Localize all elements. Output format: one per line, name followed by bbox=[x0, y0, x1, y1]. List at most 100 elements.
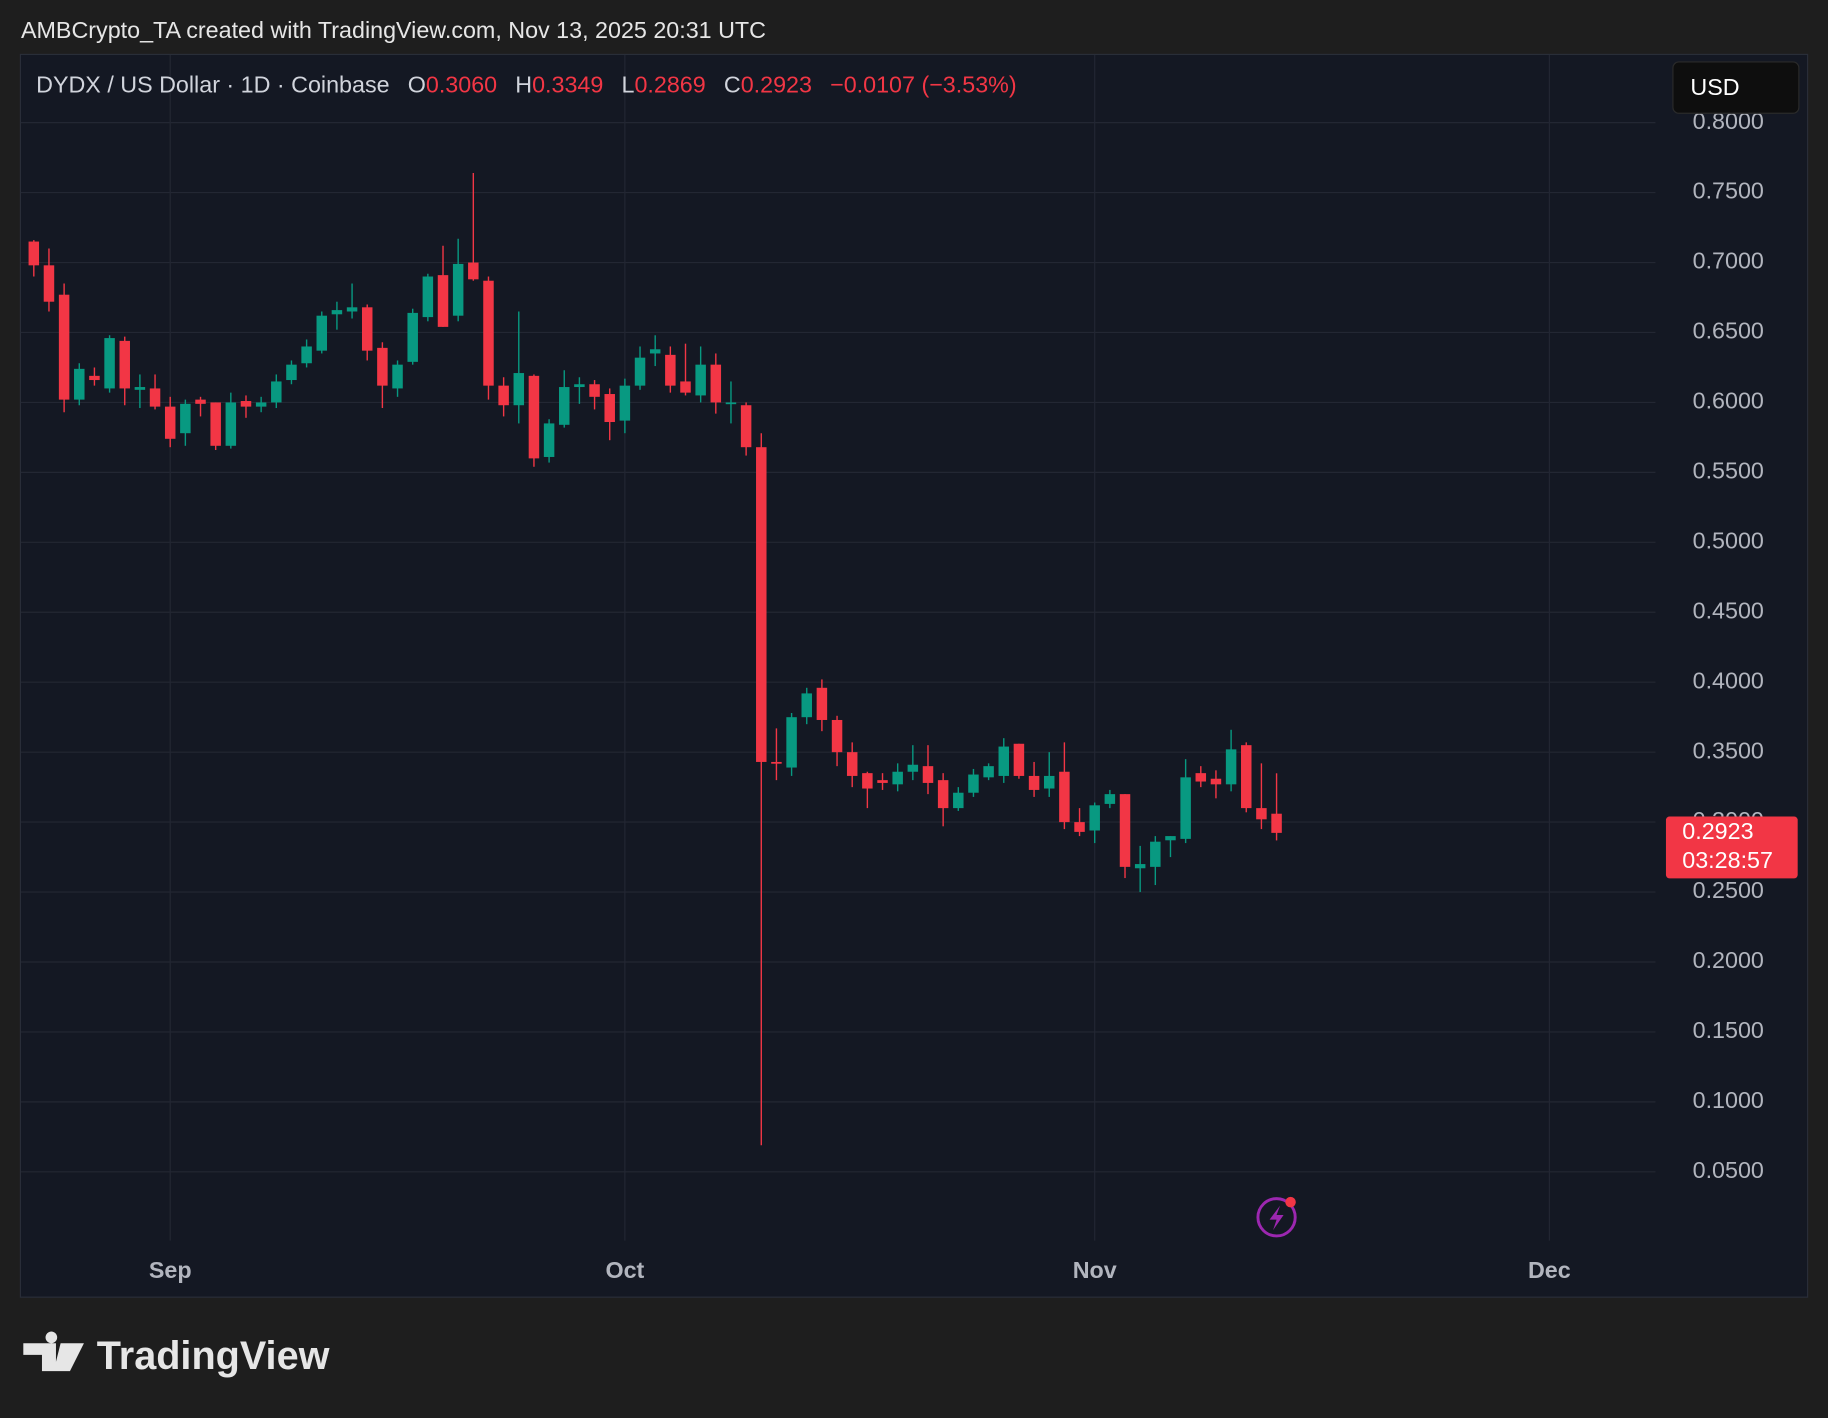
candle-body bbox=[180, 403, 191, 434]
icon-dot[interactable] bbox=[1285, 1196, 1296, 1208]
candle-body bbox=[604, 394, 615, 423]
candle-body bbox=[756, 447, 767, 762]
candle-body bbox=[725, 402, 737, 405]
y-tick-label: 0.2500 bbox=[1693, 877, 1764, 903]
candle-body bbox=[1271, 813, 1282, 833]
candles bbox=[28, 173, 1282, 1146]
candle-body bbox=[210, 402, 221, 446]
candle-body bbox=[922, 766, 934, 783]
symbol: DYDX / US Dollar · 1D · Coinbase bbox=[36, 72, 389, 98]
candle-body bbox=[361, 307, 373, 351]
candle-body bbox=[74, 368, 85, 400]
candle-body bbox=[28, 241, 40, 266]
y-tick-label: 0.1500 bbox=[1693, 1017, 1764, 1043]
candle-body bbox=[498, 385, 509, 406]
candle-body bbox=[468, 262, 479, 280]
candle-body bbox=[680, 381, 691, 393]
logo-text: TradingView bbox=[97, 1334, 330, 1378]
currency-button[interactable] bbox=[1672, 61, 1800, 114]
currency-label[interactable]: USD bbox=[1690, 74, 1739, 100]
candle-body bbox=[134, 387, 146, 390]
ohlc-label: O bbox=[408, 72, 426, 98]
y-tick-label: 0.2000 bbox=[1693, 947, 1764, 973]
price-tag-box bbox=[1665, 816, 1798, 879]
ohlc-value: 0.2923 bbox=[741, 72, 812, 98]
lightning-icon[interactable] bbox=[1256, 1196, 1297, 1238]
candle-body bbox=[528, 375, 540, 459]
candle-body bbox=[43, 265, 55, 302]
candle-body bbox=[89, 375, 100, 381]
candle-body bbox=[831, 719, 843, 753]
candle-body bbox=[1074, 822, 1085, 832]
candle-body bbox=[1059, 771, 1070, 823]
candle-body bbox=[634, 357, 646, 386]
ohlc-value: 0.3349 bbox=[532, 72, 603, 98]
candle-body bbox=[407, 312, 418, 362]
candle-body bbox=[816, 687, 828, 720]
candle-body bbox=[316, 315, 328, 351]
candle-body bbox=[437, 275, 449, 327]
candle-body bbox=[483, 280, 494, 386]
candle-body bbox=[225, 402, 237, 446]
candle-body bbox=[968, 774, 979, 793]
candle-body bbox=[1241, 745, 1252, 809]
candle-body bbox=[286, 364, 297, 381]
candle-body bbox=[346, 307, 358, 312]
candle-body bbox=[740, 405, 752, 448]
candle-body bbox=[255, 402, 267, 407]
candle-body bbox=[649, 349, 661, 354]
candle-body bbox=[559, 387, 570, 425]
candle-body bbox=[1195, 773, 1207, 782]
y-tick-label: 0.7500 bbox=[1693, 178, 1764, 204]
candle-body bbox=[1150, 841, 1161, 867]
candle-body bbox=[392, 364, 403, 389]
candle-body bbox=[331, 310, 343, 315]
candle-body bbox=[1256, 808, 1267, 820]
x-tick-label: Nov bbox=[1073, 1257, 1117, 1283]
candle-body bbox=[1043, 775, 1055, 789]
y-tick-label: 0.5000 bbox=[1693, 527, 1764, 553]
candle-body bbox=[1119, 794, 1131, 867]
candle-body bbox=[1089, 805, 1100, 831]
candle-body bbox=[695, 364, 706, 396]
icon-ring[interactable] bbox=[1256, 1197, 1297, 1238]
ohlc-value: 0.3060 bbox=[426, 72, 497, 98]
candle-body bbox=[271, 381, 282, 403]
candle-body bbox=[1104, 794, 1116, 804]
candle-body bbox=[1225, 749, 1237, 785]
x-tick-label: Sep bbox=[149, 1257, 192, 1283]
axes: 0.05000.10000.15000.20000.25000.30000.35… bbox=[149, 108, 1764, 1283]
candle-body bbox=[1165, 836, 1176, 841]
candle-body bbox=[801, 693, 812, 718]
candle-body bbox=[1180, 777, 1191, 839]
legend-header: DYDX / US Dollar · 1D · Coinbase O0.3060… bbox=[36, 72, 1016, 98]
candle-body bbox=[937, 780, 949, 809]
y-tick-label: 0.6000 bbox=[1693, 388, 1764, 414]
candle-body bbox=[665, 354, 676, 386]
candle-body bbox=[1210, 778, 1222, 785]
candle-body bbox=[877, 780, 888, 783]
candle-body bbox=[907, 764, 919, 772]
attribution: AMBCrypto_TA created with TradingView.co… bbox=[21, 17, 766, 43]
candle-body bbox=[195, 399, 206, 404]
candle-body bbox=[953, 792, 964, 809]
candle-body bbox=[240, 401, 252, 407]
y-tick-label: 0.1000 bbox=[1693, 1087, 1764, 1113]
candle-body bbox=[786, 717, 797, 768]
ohlc-value: 0.2869 bbox=[634, 72, 705, 98]
candle-body bbox=[589, 384, 600, 397]
candle-body bbox=[983, 766, 994, 778]
ohlc-label: L bbox=[622, 72, 635, 98]
candle-body bbox=[543, 423, 555, 457]
candle-body bbox=[892, 771, 903, 785]
candle-body bbox=[574, 384, 585, 388]
candle-body bbox=[422, 276, 434, 318]
logo-mark bbox=[23, 1331, 84, 1372]
candle-body bbox=[619, 385, 631, 421]
icon-bolt[interactable] bbox=[1269, 1205, 1284, 1231]
y-tick-label: 0.3500 bbox=[1693, 737, 1764, 763]
y-tick-label: 0.5500 bbox=[1693, 458, 1764, 484]
candle-body bbox=[771, 761, 782, 764]
